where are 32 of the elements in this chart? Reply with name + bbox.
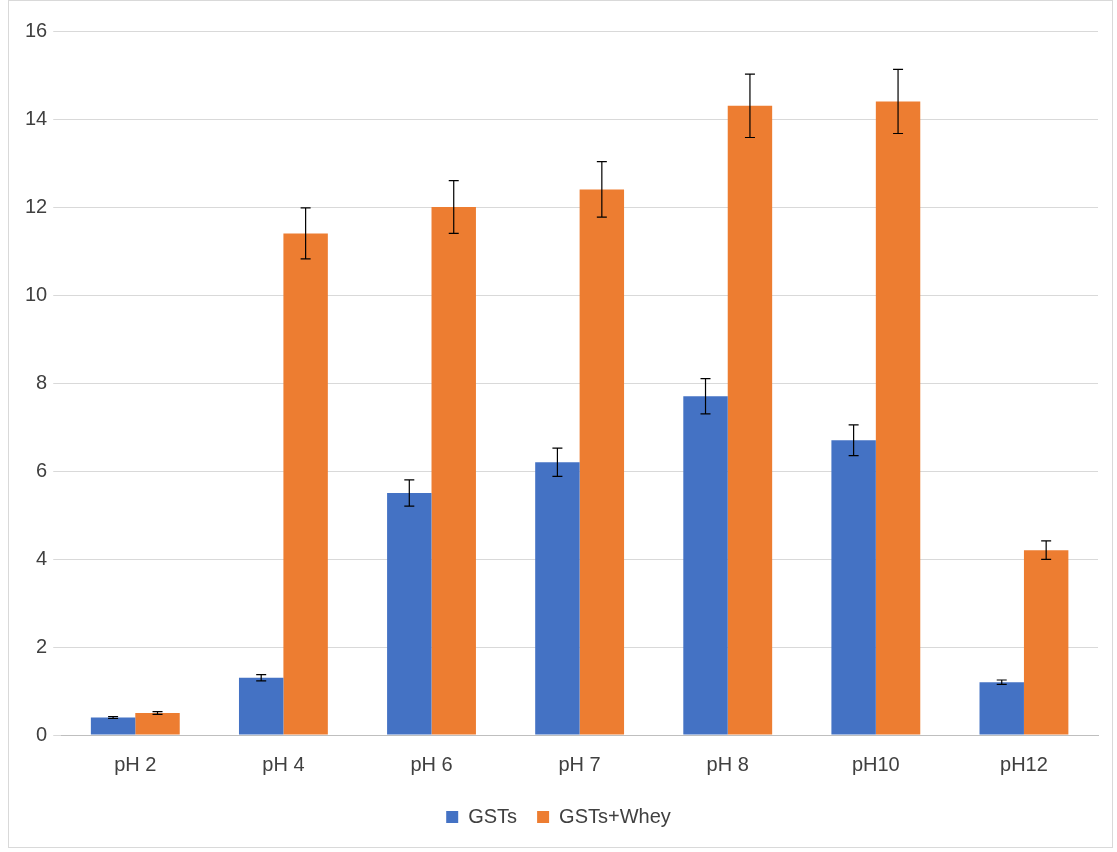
legend-label: GSTs+Whey [559,804,671,827]
y-tick-label: 12 [25,194,48,217]
bar [831,440,876,735]
legend-label: GSTs [468,804,518,827]
bar [283,233,328,735]
y-tick-label: 14 [25,106,48,129]
bar [535,462,580,735]
bar [431,207,476,735]
x-tick-label: pH 8 [706,752,749,775]
bar [875,101,921,735]
x-tick-label: pH10 [851,752,900,775]
bar [683,396,728,735]
x-tick-label: pH12 [1000,752,1048,775]
y-tick-label: 2 [36,634,48,657]
x-tick-label: pH 6 [410,752,453,775]
y-tick-label: 4 [36,546,48,569]
x-tick-label: pH 4 [262,752,305,775]
x-tick-label: pH 7 [558,752,601,775]
bar [727,105,773,735]
bar [135,713,180,735]
y-tick-label: 10 [25,282,48,305]
bar [90,717,136,735]
y-tick-label: 6 [36,458,48,481]
bar [979,682,1024,735]
y-tick-label: 0 [36,722,48,745]
bar [387,493,432,735]
bar [238,677,284,735]
y-tick-label: 8 [36,370,48,393]
bar [579,189,625,735]
y-tick-label: 16 [25,18,48,41]
bar [1023,550,1069,735]
x-tick-label: pH 2 [114,752,157,775]
